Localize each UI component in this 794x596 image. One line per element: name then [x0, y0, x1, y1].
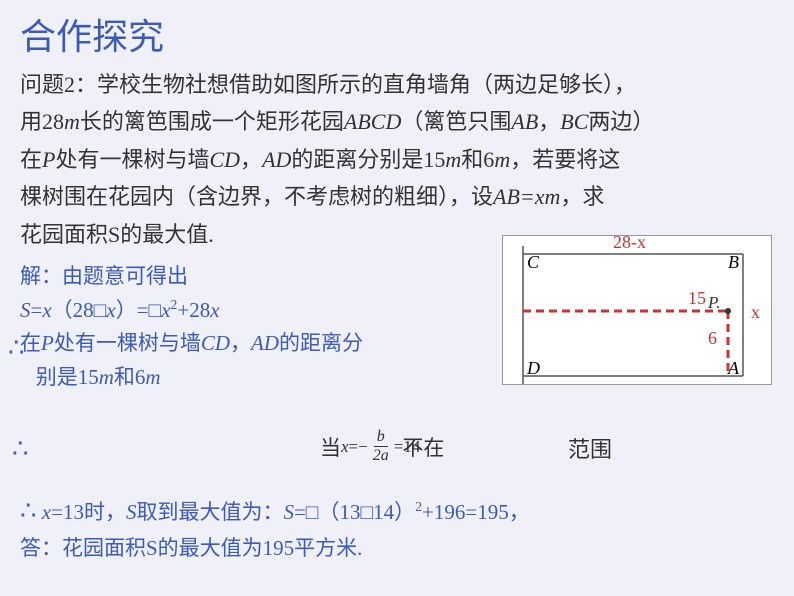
s-l4a: 别是15 [36, 365, 99, 389]
label-P: P. [707, 293, 720, 312]
p-ad: AD [262, 147, 291, 172]
frac-den: 2a [370, 447, 392, 465]
therefore-3: ∴ [20, 496, 37, 525]
s-m1: m [99, 365, 114, 389]
s-ad: AD [251, 331, 279, 355]
p-l2d: ， [538, 109, 560, 134]
diagram-svg: C B D A 28-x P. 15 6 x [503, 236, 773, 386]
c-l1g: +196=195， [422, 500, 530, 524]
s-l2b: = [31, 298, 43, 322]
p-cd: CD [209, 147, 240, 172]
s-l4b: 和6 [114, 365, 146, 389]
c-l2: 答：花园面积S的最大值为195平方米. [20, 536, 362, 560]
p-l3d: 的距离分别是15 [291, 147, 445, 172]
c-l1f: =□（13□14） [294, 500, 415, 524]
p-m3: m [494, 147, 510, 172]
f-eq1: = [349, 437, 359, 457]
label-x: x [751, 302, 760, 322]
s-l2e: x [106, 298, 115, 322]
s-l2i: x [210, 298, 219, 322]
conclusion-block: ∴ x=13时，S取到最大值为：S=□（13□14）2+196=195， 答：花… [20, 490, 770, 565]
p-P: P [42, 147, 55, 172]
label-D: D [526, 358, 540, 378]
c-l1d: 取到最大值为： [136, 500, 283, 524]
p-l3c: ， [240, 147, 262, 172]
s-l2c: x [42, 298, 51, 322]
p-l2e: 两边） [588, 109, 654, 134]
solution-block-2: ∴ [12, 428, 29, 470]
s-l2h: +28 [177, 298, 210, 322]
label-B: B [728, 252, 739, 272]
c-l1b: =13时， [51, 500, 126, 524]
therefore-2: ∴ [12, 434, 29, 463]
p-abcd: ABCD [344, 109, 401, 134]
s-l3d: 的距离分 [279, 331, 363, 355]
s-l3c: ， [230, 331, 251, 355]
label-C: C [527, 252, 540, 272]
p-l2b: 长的篱笆围成一个矩形花园 [80, 109, 344, 134]
s-l2a: S [20, 298, 31, 322]
p-line1: 问题2：学校生物社想借助如图所示的直角墙角（两边足够长）， [20, 72, 636, 97]
slide: 合作探究 问题2：学校生物社想借助如图所示的直角墙角（两边足够长）， 用28m长… [0, 0, 794, 596]
s-l3b: 处有一棵树与墙 [54, 331, 201, 355]
formula-line: 当 x = − b 2a = 14 不在 [320, 428, 462, 465]
p-l3b: 处有一棵树与墙 [55, 147, 209, 172]
solution-block-1: 解：由题意可得出 S=x（28□x）=□x2+28x ∴ 在P处有一棵树与墙CD… [20, 260, 490, 394]
s-l2f: ）=□ [116, 298, 162, 322]
s-l2g: x [161, 298, 170, 322]
label-28x: 28-x [613, 236, 646, 252]
geometry-diagram: C B D A 28-x P. 15 6 x [502, 235, 772, 385]
p-l2c: （篱笆只围 [401, 109, 511, 134]
f-x: x [341, 437, 349, 457]
p-l5: 花园面积S的最大值. [20, 222, 214, 247]
p-l2a: 用28 [20, 109, 64, 134]
p-bc: BC [560, 109, 588, 134]
label-6: 6 [708, 328, 717, 348]
section-title: 合作探究 [20, 8, 774, 60]
s-l1: 解：由题意可得出 [20, 264, 188, 288]
s-cd: CD [201, 331, 230, 355]
f-minus: − [358, 437, 368, 457]
p-l4b: ，求 [560, 184, 604, 209]
c-sup: 2 [415, 499, 422, 514]
f-dang: 当 [320, 432, 341, 462]
fraction: b 2a [370, 428, 392, 465]
therefore-1: ∴ [8, 327, 25, 369]
problem-text: 问题2：学校生物社想借助如图所示的直角墙角（两边足够长）， 用28m长的篱笆围成… [20, 66, 774, 253]
p-ab: AB [511, 109, 538, 134]
c-S2: S [283, 500, 294, 524]
p-abxm: AB=xm [493, 184, 560, 209]
frac-num: b [374, 428, 388, 447]
f-buzai: 不在 [402, 432, 444, 462]
range-word: 范围 [568, 432, 612, 464]
s-m2: m [145, 365, 160, 389]
p-m2: m [445, 147, 461, 172]
p-l3a: 在 [20, 147, 42, 172]
label-15: 15 [688, 288, 706, 308]
s-l2d: （28□ [52, 298, 107, 322]
p-l3e: 和6 [461, 147, 494, 172]
s-P: P [41, 331, 54, 355]
p-l4a: 棵树围在花园内（含边界，不考虑树的粗细），设 [20, 184, 493, 209]
p-m1: m [64, 109, 80, 134]
c-x: x [42, 500, 51, 524]
c-S1: S [126, 500, 137, 524]
p-l3f: ，若要将这 [510, 147, 620, 172]
